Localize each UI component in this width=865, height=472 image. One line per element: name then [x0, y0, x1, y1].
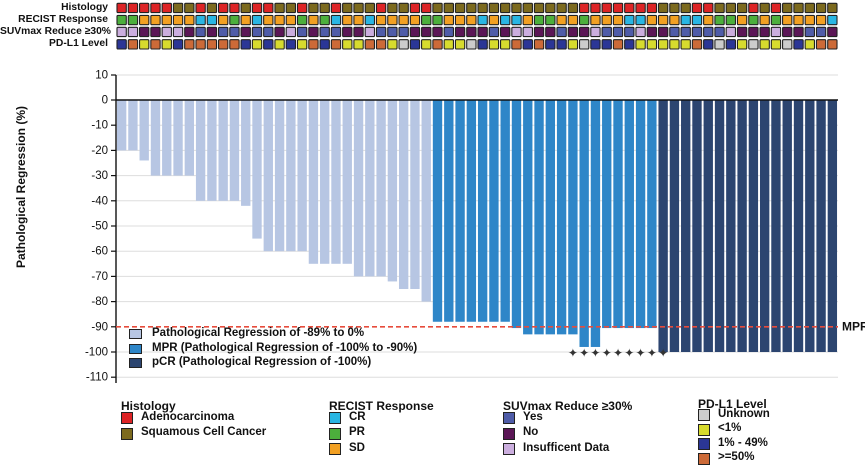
svg-text:-40: -40 — [91, 195, 108, 207]
svg-text:✦: ✦ — [602, 346, 612, 360]
svg-text:✦: ✦ — [647, 346, 657, 360]
svg-text:-100: -100 — [85, 347, 108, 359]
svg-text:-110: -110 — [86, 372, 108, 384]
svg-text:-30: -30 — [91, 170, 108, 182]
svg-text:✦: ✦ — [613, 346, 623, 360]
svg-text:-90: -90 — [91, 321, 108, 333]
svg-text:-60: -60 — [91, 246, 108, 258]
svg-text:10: 10 — [95, 70, 108, 82]
svg-text:-20: -20 — [91, 145, 108, 157]
svg-text:✦: ✦ — [590, 346, 600, 360]
svg-text:-80: -80 — [91, 296, 108, 308]
svg-text:0: 0 — [102, 95, 108, 107]
svg-text:-10: -10 — [91, 120, 108, 132]
svg-text:✦: ✦ — [636, 346, 646, 360]
svg-text:✦: ✦ — [624, 346, 634, 360]
svg-text:✦: ✦ — [568, 346, 578, 360]
svg-text:-50: -50 — [91, 221, 108, 233]
svg-text:✦: ✦ — [579, 346, 589, 360]
svg-text:-70: -70 — [91, 271, 108, 283]
svg-text:MPR: MPR — [842, 320, 865, 334]
svg-text:✦: ✦ — [658, 346, 668, 360]
